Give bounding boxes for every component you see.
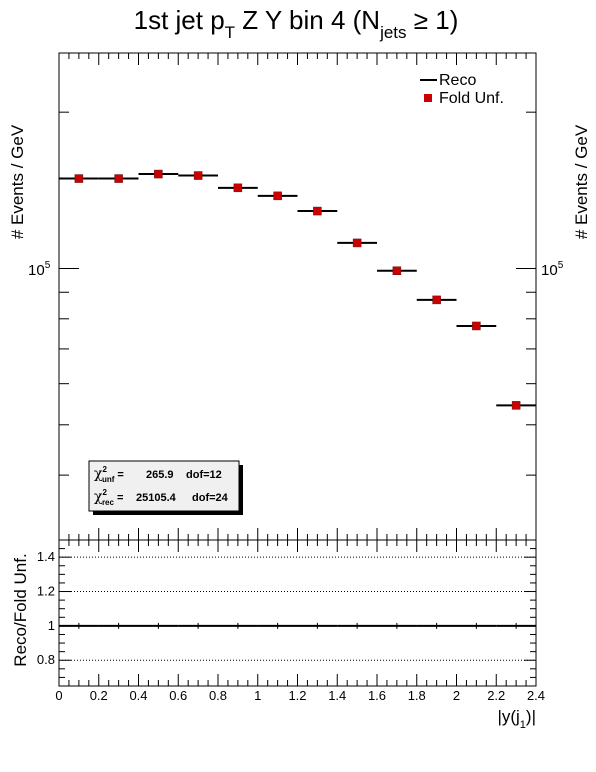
- fold-unf-point: [75, 175, 83, 183]
- y-tick-label-right: 105: [541, 260, 564, 279]
- chi2-unf-value: 265.9: [146, 469, 174, 481]
- ratio-series: [59, 623, 536, 629]
- y-tick-base-right: 10: [541, 262, 558, 279]
- chi2-stats-box: χ2unf = 265.9dof=12 χ2rec = 25105.4dof=2…: [89, 461, 243, 515]
- y-axis-label-left: # Events / GeV: [8, 124, 27, 239]
- x-tick-labels: 0 0.2 0.4 0.6 0.8 1 1.2 1.4 1.6 1.8 2 2.2 2.4: [55, 688, 545, 703]
- x-label-main: |y(j: [497, 707, 519, 726]
- x-tick-label: 0.2: [90, 688, 108, 703]
- ratio-y-tick-label: 1.2: [37, 584, 55, 599]
- legend-reco-label: Reco: [439, 72, 476, 89]
- title-rest: Z Y bin 4 (N: [235, 5, 380, 35]
- ratio-gridlines: [59, 557, 536, 660]
- chart-title: 1st jet pT Z Y bin 4 (Njets ≥ 1): [134, 5, 459, 42]
- ratio-axis-ticks: 0.8 1 1.2 1.4: [37, 540, 536, 686]
- chi2-rec-value: 25105.4: [136, 492, 177, 504]
- ratio-y-tick-label: 1: [48, 618, 55, 633]
- x-tick-label: 0: [55, 688, 62, 703]
- title-main: 1st jet p: [134, 5, 225, 35]
- x-tick-label: 1.4: [328, 688, 346, 703]
- ratio-y-tick-label: 0.8: [37, 652, 55, 667]
- fold-unf-point: [115, 175, 123, 183]
- x-tick-label: 0.6: [169, 688, 187, 703]
- y-tick-exp-right: 5: [558, 260, 564, 271]
- fold-unf-point: [512, 401, 520, 409]
- x-label-tail: )|: [526, 707, 536, 726]
- x-tick-label: 2.2: [487, 688, 505, 703]
- x-tick-label: 2.4: [527, 688, 545, 703]
- legend: Reco Fold Unf.: [420, 72, 504, 107]
- x-tick-label: 2: [453, 688, 460, 703]
- fold-unf-point: [194, 172, 202, 180]
- fold-unf-point: [313, 207, 321, 215]
- y-tick-exp-left: 5: [45, 260, 51, 271]
- fold-unf-point: [393, 267, 401, 275]
- y-axis-label-right: # Events / GeV: [572, 124, 591, 239]
- chi2-rec-sub: rec: [102, 498, 115, 507]
- fold-unf-point: [234, 184, 242, 192]
- x-tick-label: 0.4: [129, 688, 147, 703]
- title-tail: ≥ 1): [407, 5, 459, 35]
- reco-series: [59, 174, 536, 405]
- fold-unf-point: [433, 296, 441, 304]
- y-tick-label-left: 105: [28, 260, 51, 279]
- chi2-unf-sup: 2: [102, 465, 107, 474]
- fold-unf-series: [75, 170, 520, 409]
- x-tick-label: 1.6: [368, 688, 386, 703]
- legend-fold-label: Fold Unf.: [439, 90, 504, 107]
- title-rest-sub: jets: [379, 23, 406, 42]
- chi2-rec-dof: dof=24: [192, 492, 229, 504]
- fold-unf-point: [353, 239, 361, 247]
- ratio-y-axis-label: Reco/Fold Unf.: [11, 553, 30, 666]
- chi2-unf-sub: unf: [102, 475, 115, 484]
- chi2-rec-sup: 2: [102, 488, 107, 497]
- x-tick-label: 1.8: [408, 688, 426, 703]
- x-tick-label: 0.8: [209, 688, 227, 703]
- title-main-sub: T: [225, 23, 235, 42]
- legend-fold-marker: [424, 94, 432, 102]
- ratio-plot-frame: [59, 540, 536, 686]
- x-axis-label: |y(j1)|: [497, 707, 536, 731]
- y-tick-base-left: 10: [28, 262, 45, 279]
- x-tick-label: 1.2: [288, 688, 306, 703]
- chi2-unf-dof: dof=12: [186, 469, 222, 481]
- fold-unf-point: [274, 192, 282, 200]
- fold-unf-point: [154, 170, 162, 178]
- ratio-y-tick-label: 1.4: [37, 549, 55, 564]
- x-tick-label: 1: [254, 688, 261, 703]
- fold-unf-point: [472, 322, 480, 330]
